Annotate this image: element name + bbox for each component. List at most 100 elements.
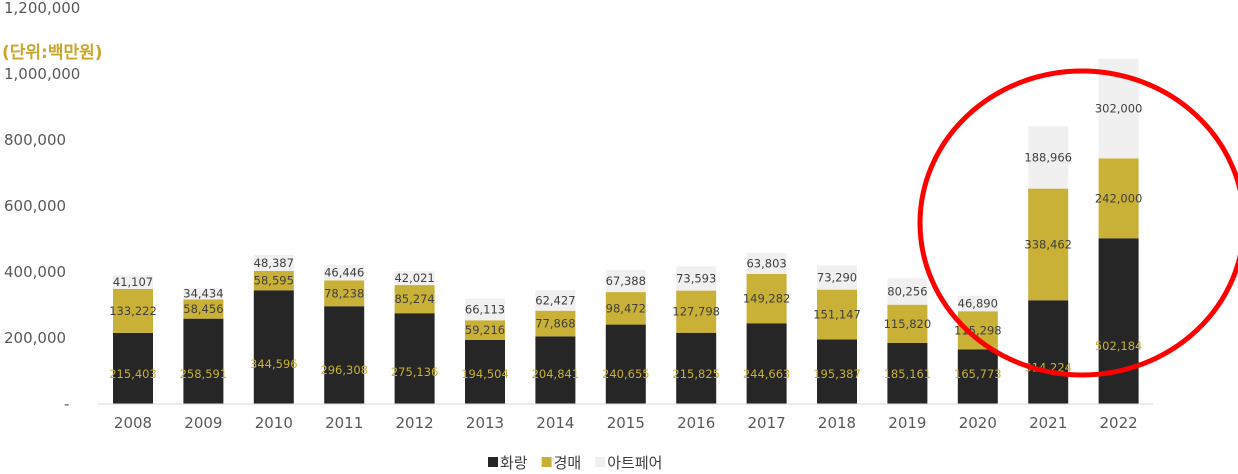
data-label: 46,890 [958,297,998,311]
x-tick-label: 2018 [818,414,856,432]
data-label: 127,798 [672,305,720,319]
x-tick-label: 2008 [114,414,152,432]
legend-label: 경매 [554,454,582,472]
bar-segment [465,298,505,321]
y-tick-label: 1,000,000 [4,65,80,83]
bar-segment [746,252,787,274]
data-label: 115,820 [884,317,932,331]
data-label: 73,290 [817,271,857,285]
bar-segment [676,332,717,404]
y-axis: - 200,000 400,000 600,000 800,000 1,000,000 1,… [4,0,80,413]
data-label: 204,841 [532,367,580,381]
data-label: 34,434 [183,287,223,301]
data-label: 98,472 [606,301,646,315]
y-tick-label: 1,200,000 [4,0,80,17]
bar-segment [183,318,224,404]
y-tick-label: 800,000 [4,131,66,149]
bar-segment [817,289,857,340]
bar-segment [1098,238,1139,404]
bar-segment [676,290,717,333]
bar-segment [887,304,928,343]
bar-segment [535,336,576,404]
bar-segment [957,349,998,404]
bar-segment [676,266,717,291]
bar-segment [113,275,153,289]
data-label: 502,184 [1095,339,1143,353]
data-label: 149,282 [743,292,791,306]
data-label: 133,222 [109,304,157,318]
data-label: 244,663 [743,367,791,381]
x-tick-label: 2012 [396,414,434,432]
bar-segment [253,270,294,291]
highlight-circle [917,68,1238,378]
bar-segment [817,339,857,404]
bar-segment [324,265,365,281]
data-label: 48,387 [254,256,294,270]
legend-swatch [541,457,552,467]
x-axis: 2008 2009 2010 2011 2012 2013 2014 2015 2016 2017… [114,414,1138,432]
data-label: 41,107 [113,275,153,289]
data-label: 151,147 [813,308,861,322]
data-label: 59,216 [465,323,505,337]
bar-segment [746,323,787,404]
bar-segment [605,292,646,325]
bar-segment [113,332,153,404]
legend-swatch [595,457,606,467]
bar-segment [1028,300,1069,404]
data-label: 73,593 [676,271,716,285]
x-tick-label: 2020 [959,414,997,432]
bar-segment [1098,158,1139,239]
data-label: 344,596 [250,357,298,371]
data-label: 66,113 [465,302,505,316]
x-tick-label: 2019 [888,414,926,432]
data-label: 188,966 [1024,150,1072,164]
bar-segment [465,320,505,340]
data-label: 46,446 [324,266,364,280]
data-label: 215,825 [672,367,720,381]
x-tick-label: 2017 [748,414,786,432]
data-label: 58,595 [254,274,294,288]
data-label: 63,803 [746,256,786,270]
data-label: 275,136 [391,365,439,379]
bar-segment [324,280,365,307]
bar-segment [887,278,928,305]
data-label: 302,000 [1095,102,1143,116]
bar-segment [324,306,365,404]
x-tick-label: 2021 [1029,414,1067,432]
data-label: 80,256 [887,284,927,298]
bar-segment [183,288,224,300]
bar-segment [394,271,435,286]
legend-swatch [488,457,498,467]
data-label: 296,308 [320,363,368,377]
bar-segment [887,342,928,404]
data-label: 195,387 [813,367,861,381]
bar-segment [394,285,435,314]
data-label: 42,021 [394,271,434,285]
data-label: 185,161 [884,367,932,381]
x-tick-label: 2009 [184,414,222,432]
y-tick-label: 400,000 [4,263,66,281]
y-tick-label: - [64,395,69,413]
bar-segment [1028,188,1069,301]
data-label: 258,591 [180,367,228,381]
x-tick-label: 2014 [536,414,574,432]
data-label: 58,456 [183,302,223,316]
x-tick-label: 2011 [325,414,363,432]
bar-segment [113,288,153,333]
data-label: 62,427 [535,293,575,307]
y-tick-label: 600,000 [4,197,66,215]
legend: 화랑 경매 아트페어 [488,454,662,472]
bar-segment [253,290,294,404]
data-label: 67,388 [606,274,646,288]
data-label: 78,238 [324,286,364,300]
data-label: 194,504 [461,367,509,381]
x-tick-label: 2013 [466,414,504,432]
bar-segment [605,269,646,293]
data-label: 77,868 [535,317,575,331]
y-tick-label: 200,000 [4,329,66,347]
x-tick-label: 2015 [607,414,645,432]
bar-segment [605,324,646,404]
bar-segment [535,310,576,337]
data-label: 85,274 [394,292,434,306]
